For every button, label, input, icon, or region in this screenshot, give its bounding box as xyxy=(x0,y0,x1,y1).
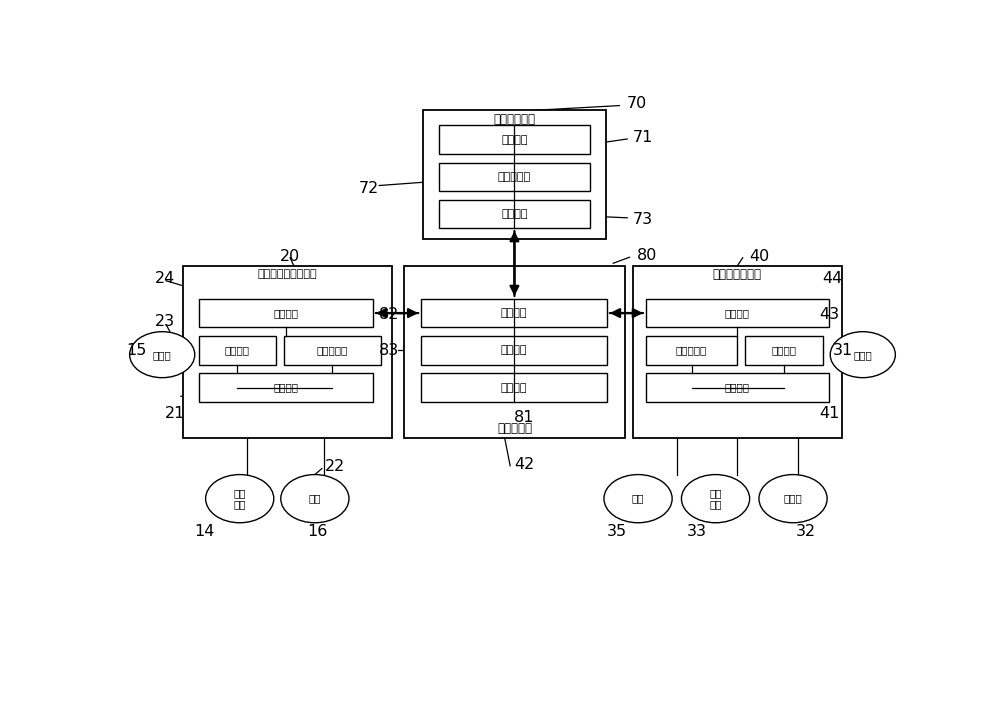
Text: 35: 35 xyxy=(607,524,627,539)
Text: 驱动模块: 驱动模块 xyxy=(225,346,250,356)
Bar xyxy=(183,266,392,439)
Bar xyxy=(439,125,590,154)
Text: 电机: 电机 xyxy=(632,493,644,503)
Text: 四通阀: 四通阀 xyxy=(784,493,802,503)
Text: 23: 23 xyxy=(154,314,175,329)
Bar xyxy=(439,200,590,228)
Text: 压缩机: 压缩机 xyxy=(153,350,172,360)
Text: 压缩机: 压缩机 xyxy=(853,350,872,360)
Text: 21: 21 xyxy=(165,406,186,422)
Text: 通讯模块: 通讯模块 xyxy=(501,308,527,318)
Text: 31: 31 xyxy=(833,343,853,358)
Text: 33: 33 xyxy=(687,524,707,539)
Bar xyxy=(199,373,373,402)
Bar xyxy=(199,299,373,327)
Text: 传感器模块: 传感器模块 xyxy=(498,172,531,182)
Bar xyxy=(646,299,829,327)
Bar xyxy=(439,163,590,191)
Text: 传感器模块: 传感器模块 xyxy=(317,346,348,356)
Text: 41: 41 xyxy=(819,406,840,422)
Circle shape xyxy=(130,332,195,378)
Bar xyxy=(404,266,625,439)
Text: 通讯模块: 通讯模块 xyxy=(273,308,298,318)
Text: 节流
装置: 节流 装置 xyxy=(233,488,246,510)
Text: 20: 20 xyxy=(280,249,300,264)
Bar xyxy=(423,110,606,239)
Circle shape xyxy=(830,332,895,378)
Bar xyxy=(421,373,607,402)
Text: 80: 80 xyxy=(637,247,657,262)
Text: 控制模块: 控制模块 xyxy=(501,134,528,144)
Text: 22: 22 xyxy=(325,459,345,474)
Text: 室内主控板: 室内主控板 xyxy=(497,422,532,435)
Text: 73: 73 xyxy=(633,212,653,227)
Text: 72: 72 xyxy=(359,181,379,196)
Text: 控制模块: 控制模块 xyxy=(501,383,527,392)
Text: 电源模块: 电源模块 xyxy=(501,346,527,356)
Text: 通讯模块: 通讯模块 xyxy=(725,308,750,318)
Text: 通讯模块: 通讯模块 xyxy=(501,209,528,219)
Text: 81: 81 xyxy=(514,410,535,425)
Bar xyxy=(421,299,607,327)
Circle shape xyxy=(206,474,274,523)
Text: 传感器模块: 传感器模块 xyxy=(676,346,707,356)
Text: 82: 82 xyxy=(379,306,400,321)
Text: 42: 42 xyxy=(514,456,534,471)
Text: 83: 83 xyxy=(379,343,399,358)
Bar xyxy=(284,336,381,365)
Text: 制冷系统控制器: 制冷系统控制器 xyxy=(713,268,762,281)
Bar xyxy=(646,373,829,402)
Text: 控制模块: 控制模块 xyxy=(273,383,298,392)
Text: 16: 16 xyxy=(307,524,328,539)
Bar xyxy=(199,336,276,365)
Text: 风机: 风机 xyxy=(309,493,321,503)
Circle shape xyxy=(281,474,349,523)
Text: 15: 15 xyxy=(127,343,147,358)
Circle shape xyxy=(759,474,827,523)
Text: 44: 44 xyxy=(822,270,843,286)
Text: 节流
装置: 节流 装置 xyxy=(709,488,722,510)
Text: 40: 40 xyxy=(749,249,769,264)
Bar xyxy=(745,336,822,365)
Text: 32: 32 xyxy=(795,524,816,539)
Text: 新风除湿系统控制器: 新风除湿系统控制器 xyxy=(258,269,318,279)
Bar xyxy=(646,336,737,365)
Text: 70: 70 xyxy=(627,96,647,111)
Text: 71: 71 xyxy=(633,130,653,145)
Text: 控制模块: 控制模块 xyxy=(725,383,750,392)
Bar xyxy=(633,266,842,439)
Text: 43: 43 xyxy=(819,306,840,321)
Text: 24: 24 xyxy=(154,270,175,286)
Bar xyxy=(421,336,607,365)
Text: 14: 14 xyxy=(195,524,215,539)
Circle shape xyxy=(681,474,750,523)
Circle shape xyxy=(604,474,672,523)
Text: 室内控制面板: 室内控制面板 xyxy=(493,113,535,126)
Text: 驱动模块: 驱动模块 xyxy=(771,346,796,356)
